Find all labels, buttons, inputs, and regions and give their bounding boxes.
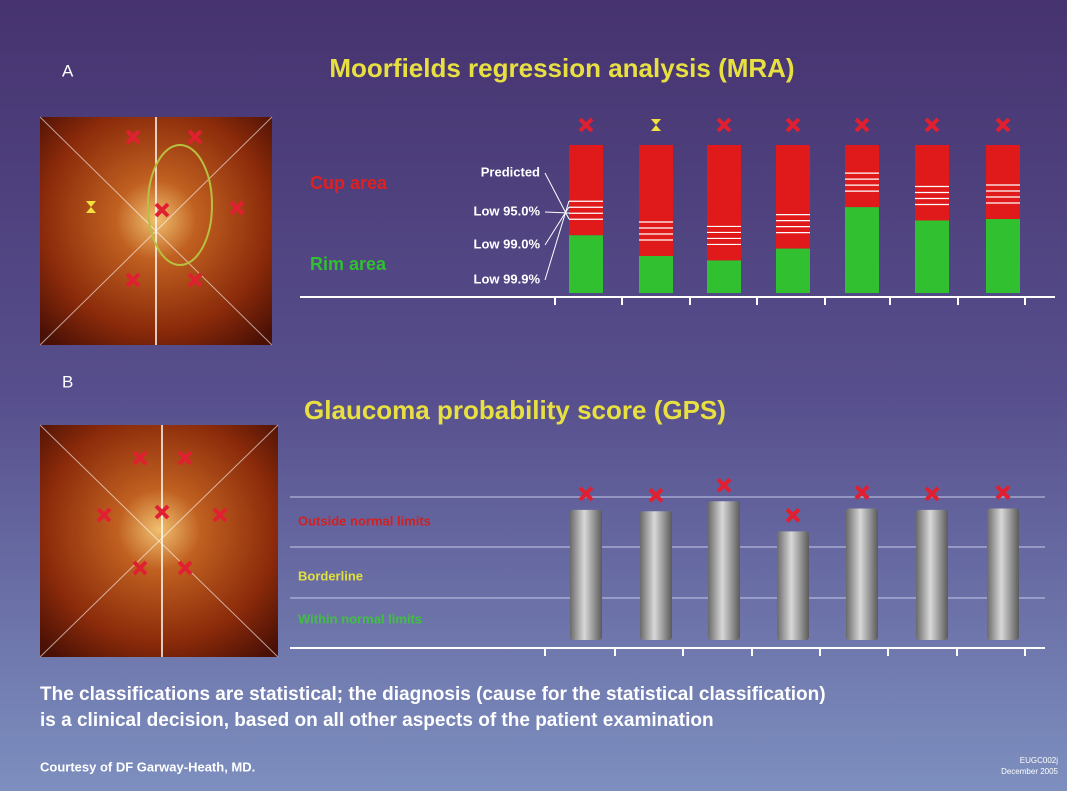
footer-text: is a clinical decision, based on all oth… — [40, 710, 714, 731]
panel-title: Moorfields regression analysis (MRA) — [329, 53, 794, 83]
cup-bar — [707, 145, 741, 260]
rim-bar — [845, 207, 879, 293]
score-bar — [987, 508, 1019, 640]
cup-bar — [915, 145, 949, 220]
panel-letter: A — [62, 61, 74, 80]
rim-bar — [776, 249, 810, 293]
cup-bar — [569, 145, 603, 235]
panel-title: Glaucoma probability score (GPS) — [304, 395, 726, 425]
cup-bar — [986, 145, 1020, 219]
date: December 2005 — [1001, 767, 1058, 776]
cup-label: Cup area — [310, 173, 388, 193]
panel-letter: B — [62, 372, 73, 391]
rim-bar — [569, 235, 603, 293]
credit: Courtesy of DF Garway-Heath, MD. — [40, 759, 255, 774]
score-bar — [846, 508, 878, 640]
rim-label: Rim area — [310, 254, 387, 274]
line-label: Low 99.9% — [474, 271, 541, 286]
rim-bar — [707, 260, 741, 293]
zone-label: Borderline — [298, 568, 363, 583]
rim-bar — [986, 219, 1020, 293]
rim-bar — [915, 220, 949, 293]
cup-bar — [639, 145, 673, 256]
line-label: Low 99.0% — [474, 236, 541, 251]
zone-label: Outside normal limits — [298, 513, 431, 528]
cup-bar — [845, 145, 879, 207]
score-bar — [777, 531, 809, 640]
score-bar — [640, 511, 672, 640]
zone-label: Within normal limits — [298, 611, 422, 626]
score-bar — [916, 510, 948, 640]
line-label: Predicted — [481, 164, 540, 179]
line-label: Low 95.0% — [474, 203, 541, 218]
slide: A Moorfields regression analysis (MRA) C… — [0, 0, 1067, 791]
fundus-image — [40, 117, 272, 345]
score-bar — [708, 501, 740, 640]
footer-text: The classifications are statistical; the… — [40, 684, 826, 705]
code: EUGC002j — [1020, 756, 1058, 765]
rim-bar — [639, 256, 673, 293]
page: A Moorfields regression analysis (MRA) C… — [0, 0, 1067, 796]
score-bar — [570, 510, 602, 640]
fundus-image — [40, 425, 278, 657]
